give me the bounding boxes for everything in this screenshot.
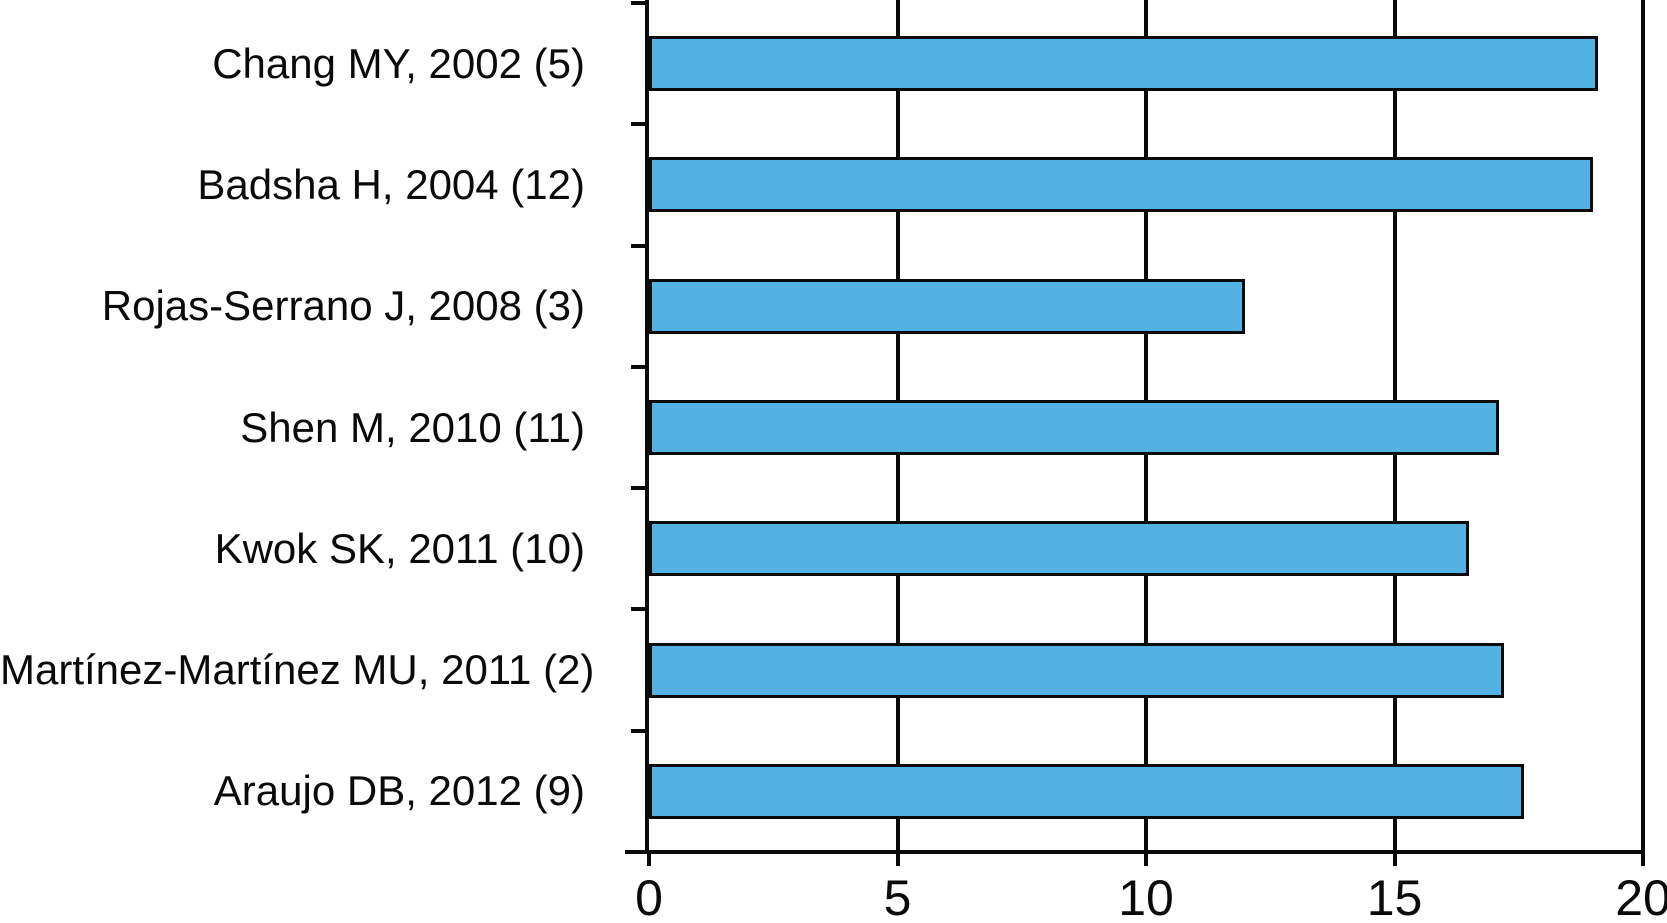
y-tick-mark-0 (631, 1, 645, 5)
category-label: Martínez-Martínez MU, 2011 (2) (0, 646, 595, 694)
category-label: Shen M, 2010 (11) (240, 403, 585, 451)
bar-6 (649, 763, 1524, 819)
x-axis-line (625, 850, 1645, 854)
y-axis-line (645, 0, 649, 854)
x-tick-mark-10 (1144, 852, 1148, 866)
bar-0 (649, 36, 1599, 92)
category-label: Rojas-Serrano J, 2008 (3) (101, 282, 585, 330)
category-label: Kwok SK, 2011 (10) (214, 524, 585, 572)
y-tick-mark-5 (631, 607, 645, 612)
x-tick-label: 15 (1366, 870, 1423, 923)
y-tick-mark-3 (631, 364, 645, 369)
y-tick-mark-4 (631, 486, 645, 491)
bar-2 (649, 278, 1246, 334)
bar-4 (649, 521, 1470, 577)
x-tick-label: 0 (635, 870, 663, 923)
x-tick-label: 5 (883, 870, 912, 923)
bar-1 (649, 157, 1594, 213)
bar-3 (649, 400, 1499, 455)
category-label: Araujo DB, 2012 (9) (213, 767, 585, 815)
category-label: Chang MY, 2002 (5) (212, 39, 585, 87)
y-tick-mark-6 (631, 728, 645, 733)
x-tick-mark-15 (1392, 852, 1397, 866)
x-tick-mark-5 (895, 852, 900, 866)
bar-5 (649, 642, 1504, 698)
category-label: Badsha H, 2004 (12) (197, 160, 585, 208)
x-tick-mark-20 (1641, 852, 1645, 866)
x-tick-mark-0 (647, 852, 651, 866)
y-tick-mark-2 (631, 243, 645, 248)
x-tick-label: 10 (1118, 870, 1174, 923)
y-tick-mark-1 (631, 122, 645, 127)
gridline-x-20 (1641, 0, 1645, 852)
x-tick-label: 20 (1615, 870, 1667, 923)
